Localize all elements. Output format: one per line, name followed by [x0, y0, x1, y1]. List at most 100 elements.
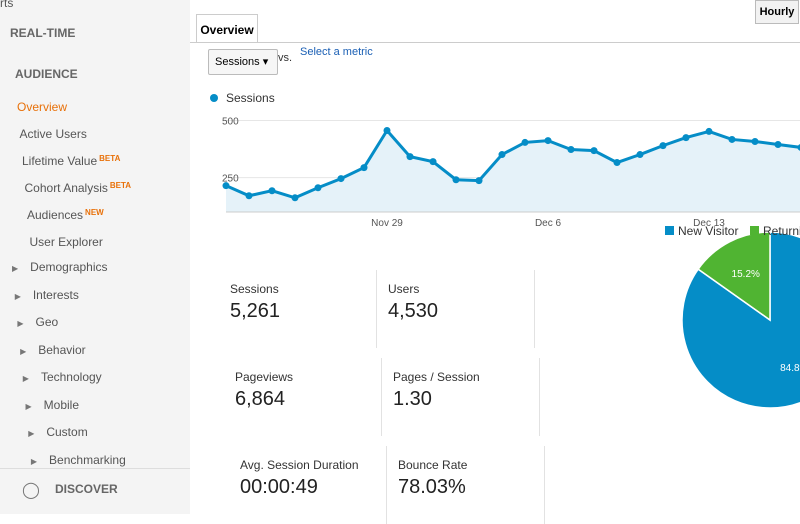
legend-swatch [665, 226, 674, 235]
legend-label: Returning Visitor [763, 224, 800, 238]
nav-discover[interactable]: DISCOVER [55, 482, 118, 496]
nav-label: Active Users [20, 127, 87, 141]
nav-label: Behavior [38, 343, 85, 357]
nav-group[interactable]: ▶ Interests [15, 288, 79, 302]
metric-tile: Sessions 5,261 [226, 270, 377, 348]
point [660, 142, 667, 149]
expand-arrow: ▶ [20, 347, 26, 356]
nav-group[interactable]: ▶ Behavior [20, 343, 86, 357]
nav-label: Custom [46, 425, 87, 439]
nav-group[interactable]: ▶ Custom [28, 425, 88, 439]
point [568, 146, 575, 153]
slice-label: 84.8% [780, 363, 800, 374]
point [361, 164, 368, 171]
metric-tile: Avg. Session Duration 00:00:49 [236, 446, 387, 524]
nav-item[interactable]: User Explorer [30, 235, 103, 249]
point [246, 192, 253, 199]
nav-audience[interactable]: AUDIENCE [15, 67, 78, 81]
point [384, 127, 391, 134]
expand-arrow: ▶ [28, 429, 34, 438]
x-tick-label: Dec 6 [535, 218, 562, 229]
point [752, 138, 759, 145]
nav-label: Technology [41, 370, 102, 384]
nav-label: Mobile [44, 398, 79, 412]
point [315, 184, 322, 191]
expand-arrow: ▶ [17, 319, 23, 328]
legend-label: New Visitor [678, 224, 738, 238]
metric-label: Users [388, 282, 419, 296]
nav-item[interactable]: Active Users [20, 127, 87, 141]
metric-value: 4,530 [388, 300, 438, 323]
point [430, 158, 437, 165]
metric-tile: Users 4,530 [384, 270, 535, 348]
sidebar: rts REAL-TIME AUDIENCE ◯ DISCOVER Overvi… [0, 0, 219, 514]
cut-text: rts [0, 0, 13, 10]
point [614, 159, 621, 166]
series-area [226, 131, 800, 212]
nav-badge: NEW [85, 208, 104, 217]
nav-item[interactable]: Overview [17, 100, 67, 114]
expand-arrow: ▶ [23, 374, 29, 383]
expand-arrow: ▶ [31, 457, 37, 466]
nav-group[interactable]: ▶ Demographics [12, 260, 108, 274]
nav-label: Lifetime Value [22, 154, 97, 168]
point [223, 182, 230, 189]
x-tick-label: Nov 29 [371, 218, 403, 229]
y-tick-label: 500 [222, 116, 239, 127]
point [683, 134, 690, 141]
point [637, 151, 644, 158]
point [338, 175, 345, 182]
point [476, 177, 483, 184]
nav-badge: BETA [110, 181, 131, 190]
nav-label: Audiences [27, 208, 83, 222]
expand-arrow: ▶ [12, 264, 18, 273]
legend-swatch [750, 226, 759, 235]
metric-label: Avg. Session Duration [240, 458, 359, 472]
nav-group[interactable]: ▶ Technology [23, 370, 102, 384]
nav-group[interactable]: ▶ Benchmarking [31, 453, 126, 467]
legend-label: Sessions [226, 91, 275, 105]
slice-label: 15.2% [732, 269, 760, 280]
nav-realtime[interactable]: REAL-TIME [10, 26, 75, 40]
nav-group[interactable]: ▶ Mobile [26, 398, 80, 412]
metric-label: Sessions [230, 282, 279, 296]
point [591, 147, 598, 154]
nav-group[interactable]: ▶ Geo [17, 315, 58, 329]
metric-label: Pages / Session [393, 370, 480, 384]
legend-dot [210, 94, 218, 102]
metric-label: Pageviews [235, 370, 293, 384]
nav-label: Overview [17, 100, 67, 114]
main: Overview Hourly Sessions ▾ vs. Select a … [190, 0, 800, 514]
nav-label: Interests [33, 288, 79, 302]
metric-value: 00:00:49 [240, 476, 318, 499]
nav-label: Demographics [30, 260, 107, 274]
point [407, 153, 414, 160]
point [545, 137, 552, 144]
point [499, 151, 506, 158]
metric-value: 5,261 [230, 300, 280, 323]
nav-label: Geo [36, 315, 59, 329]
bulb-icon: ◯ [22, 480, 40, 500]
metric-value: 6,864 [235, 388, 285, 411]
nav-label: Benchmarking [49, 453, 126, 467]
expand-arrow: ▶ [26, 402, 32, 411]
point [775, 141, 782, 148]
expand-arrow: ▶ [15, 292, 21, 301]
metric-value: 1.30 [393, 388, 432, 411]
point [729, 136, 736, 143]
point [292, 194, 299, 201]
metric-label: Bounce Rate [398, 458, 467, 472]
nav-label: Cohort Analysis [25, 181, 108, 195]
metric-tile: Pageviews 6,864 [231, 358, 382, 436]
point [269, 187, 276, 194]
point [522, 139, 529, 146]
metric-tile: Pages / Session 1.30 [389, 358, 540, 436]
point [706, 128, 713, 135]
nav-label: User Explorer [30, 235, 103, 249]
